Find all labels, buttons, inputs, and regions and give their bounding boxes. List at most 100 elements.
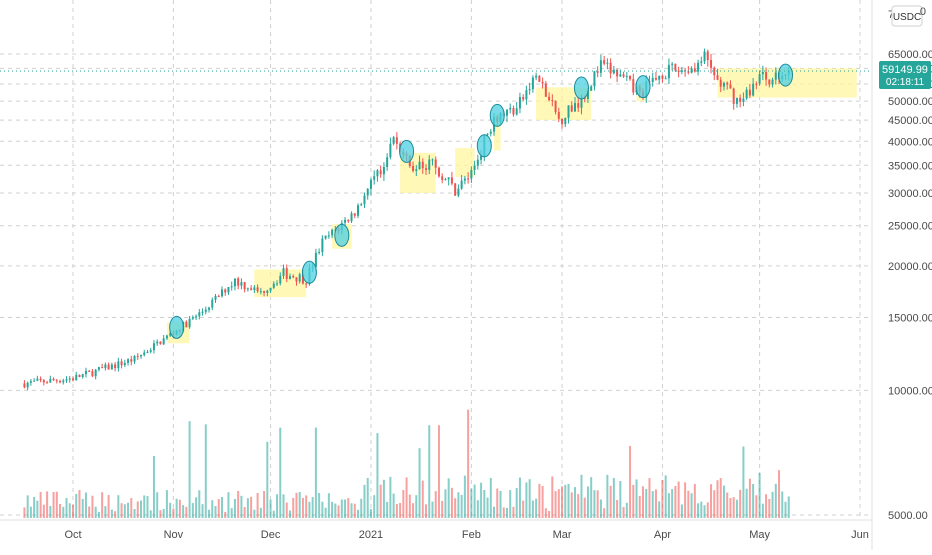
candle-body	[425, 168, 428, 170]
candle-body	[745, 89, 748, 99]
volume-bar	[334, 503, 337, 518]
volume-bar	[428, 425, 431, 518]
volume-bar	[697, 503, 700, 518]
candle-body	[91, 371, 94, 377]
volume-bar	[133, 509, 136, 518]
volume-bar	[460, 494, 463, 518]
candle-body	[363, 195, 366, 205]
candle-body	[415, 169, 418, 171]
volume-bar	[596, 490, 599, 518]
candle-body	[276, 283, 279, 285]
volume-bar	[379, 484, 382, 518]
candle-body	[46, 382, 49, 384]
x-tick-label: Jun	[851, 529, 869, 541]
candle-body	[382, 166, 385, 175]
volume-bar	[386, 501, 389, 518]
volume-bar	[735, 499, 738, 518]
candle-body	[450, 177, 453, 184]
candle-body	[55, 380, 58, 382]
candle-body	[33, 380, 36, 382]
volume-bar	[246, 498, 249, 518]
y-tick-label: 40000.00	[888, 136, 932, 148]
x-tick-label: Apr	[654, 529, 671, 541]
volume-bar	[719, 478, 722, 518]
candle-body	[159, 341, 162, 345]
volume-bar	[36, 500, 39, 518]
candle-body	[327, 235, 330, 237]
candle-body	[65, 379, 68, 381]
candle-body	[353, 213, 356, 216]
candle-body	[379, 170, 382, 175]
circle-marker	[399, 139, 415, 163]
circle-marker	[778, 63, 794, 87]
volume-bar	[518, 477, 521, 518]
candle-body	[768, 79, 771, 85]
volume-bar	[214, 506, 217, 518]
volume-bar	[104, 506, 107, 518]
volume-bar	[476, 500, 479, 518]
candle-body	[512, 108, 515, 115]
volume-bar	[726, 492, 729, 518]
volume-bar	[619, 481, 622, 518]
candle-body	[454, 183, 457, 196]
candle-body	[489, 131, 492, 134]
candle-body	[457, 188, 460, 196]
volume-bar	[570, 492, 573, 518]
last-price-box	[879, 60, 931, 89]
candle-body	[71, 378, 75, 381]
candle-body	[774, 72, 777, 80]
candle-body	[344, 219, 347, 223]
last-price-value: 59149.99	[882, 64, 928, 76]
x-tick-label: Oct	[64, 529, 81, 541]
candle-body	[680, 70, 683, 72]
volume-bar	[713, 490, 716, 518]
candle-body	[716, 75, 719, 80]
candle-body	[107, 364, 110, 370]
volume-bar	[178, 499, 181, 518]
circle-marker	[489, 103, 505, 127]
volume-bar	[531, 500, 534, 518]
candle-body	[39, 378, 42, 381]
candle-body	[460, 180, 463, 189]
volume-bar	[146, 496, 149, 518]
candle-body	[84, 370, 87, 375]
volume-bar	[276, 494, 279, 518]
candle-body	[233, 278, 236, 287]
volume-bar	[645, 488, 648, 518]
candle-body	[671, 63, 674, 65]
candle-body	[301, 274, 304, 284]
volume-bar	[431, 501, 434, 518]
circle-markers	[169, 63, 794, 339]
volume-bar	[722, 485, 725, 518]
volume-bar	[599, 499, 602, 518]
volume-bar	[758, 473, 761, 518]
candle-body	[441, 176, 444, 180]
candle-body	[285, 268, 288, 279]
candle-body	[350, 213, 353, 222]
volume-bar	[94, 506, 97, 518]
candle-body	[548, 96, 551, 101]
volume-bar	[369, 509, 372, 518]
volume-bar	[266, 441, 269, 518]
volume-bar	[444, 489, 447, 518]
volume-bar	[486, 497, 489, 518]
candle-body	[165, 335, 168, 339]
candle-body	[295, 277, 298, 282]
volume-bar	[489, 477, 492, 518]
volume-bar	[415, 495, 418, 518]
candle-body	[664, 78, 667, 80]
volume-bar	[175, 498, 178, 518]
volume-bar	[91, 495, 94, 518]
volume-bar	[450, 487, 453, 518]
candle-body	[123, 362, 126, 366]
candle-body	[214, 296, 217, 300]
volume-bar	[204, 424, 207, 518]
x-axis[interactable]: Oct Nov Dec 2021 Feb Mar Apr May Jun	[64, 529, 868, 541]
candle-body	[625, 75, 628, 77]
volume-bar	[52, 492, 55, 518]
candle-body	[305, 283, 308, 285]
volume-bar	[110, 509, 113, 518]
